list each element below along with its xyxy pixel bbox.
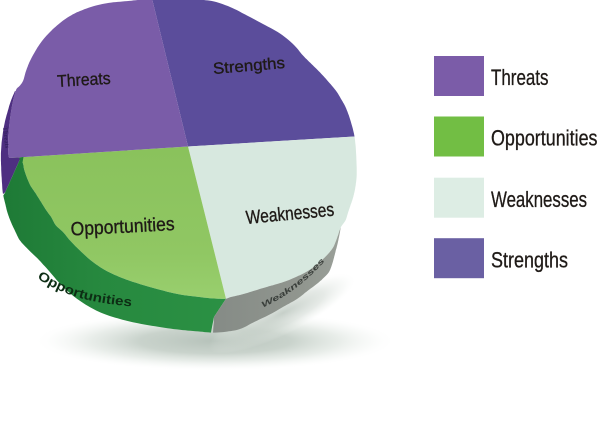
svg-text:Opportunities: Opportunities xyxy=(491,126,598,151)
svg-text:Strengths: Strengths xyxy=(212,55,285,78)
svg-text:Threats: Threats xyxy=(1,126,10,149)
svg-text:Threats: Threats xyxy=(491,65,549,90)
svg-text:Threats: Threats xyxy=(57,69,112,91)
svg-text:Strengths: Strengths xyxy=(491,247,568,272)
svg-text:Weaknesses: Weaknesses xyxy=(491,187,587,212)
